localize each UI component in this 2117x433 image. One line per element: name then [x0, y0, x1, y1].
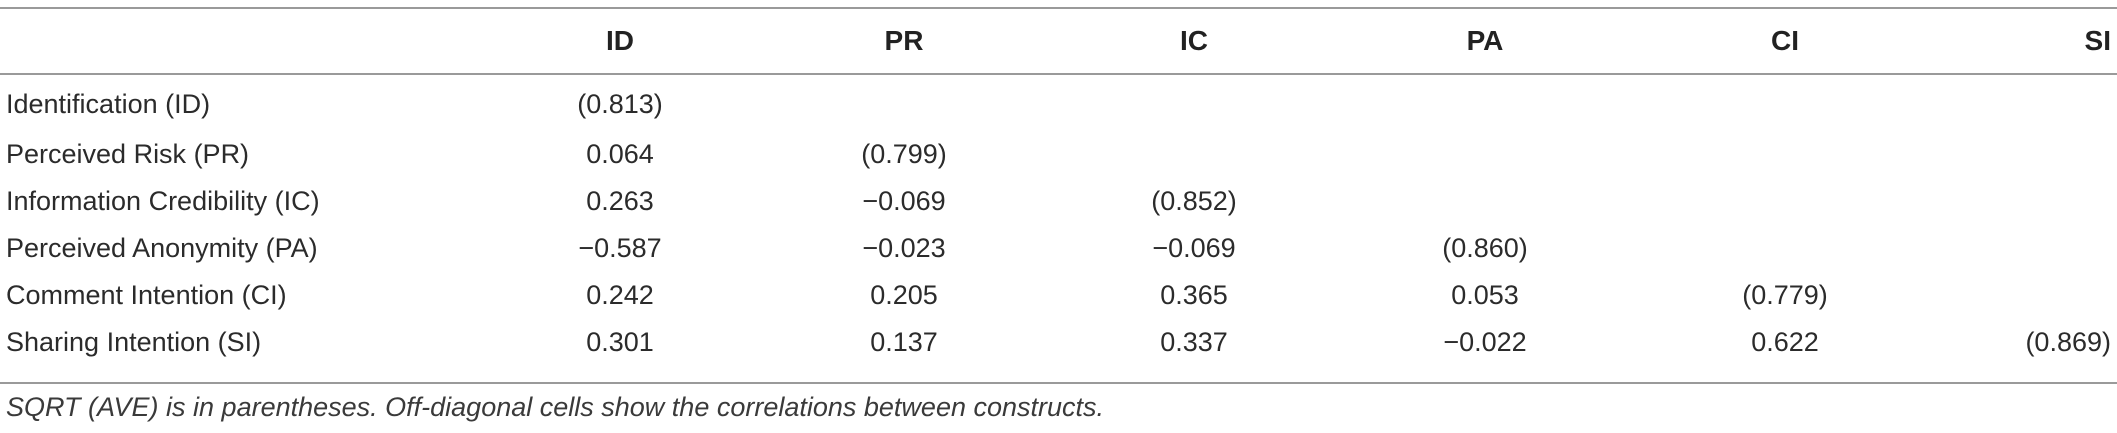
table-cell: −0.069: [862, 186, 946, 216]
correlation-table: ID PR IC PA CI SI Identification (ID) (0…: [0, 9, 2117, 366]
table-row: Perceived Risk (PR) 0.064 (0.799): [0, 131, 2117, 178]
table-cell: 0.337: [1160, 327, 1228, 357]
table-row: Identification (ID) (0.813): [0, 73, 2117, 131]
table-cell: −0.069: [1152, 233, 1236, 263]
table-header-rule: [0, 73, 2117, 75]
row-label: Information Credibility (IC): [6, 186, 320, 216]
table-cell: (0.869): [2025, 327, 2111, 357]
table-row: Comment Intention (CI) 0.242 0.205 0.365…: [0, 272, 2117, 319]
header-cell-pr: PR: [884, 25, 924, 56]
table-cell: 0.263: [586, 186, 654, 216]
table-cell: (0.813): [577, 88, 663, 119]
header-cell-pa: PA: [1466, 25, 1504, 56]
table-cell: [1340, 73, 1630, 131]
row-label: Sharing Intention (SI): [6, 327, 262, 357]
header-cell-si: SI: [2084, 25, 2111, 56]
table-cell: (0.799): [861, 139, 947, 169]
table-footnote: SQRT (AVE) is in parentheses. Off-diagon…: [6, 392, 1105, 422]
table-cell: [1940, 73, 2117, 131]
table-cell: [1048, 131, 1340, 178]
header-cell-id: ID: [606, 25, 634, 56]
table-cell: [1940, 178, 2117, 225]
table-cell: (0.852): [1151, 186, 1237, 216]
table-cell: [1940, 272, 2117, 319]
table-cell: −0.022: [1443, 327, 1527, 357]
table-cell: 0.365: [1160, 280, 1228, 310]
table-cell: 0.301: [586, 327, 654, 357]
table-row: Sharing Intention (SI) 0.301 0.137 0.337…: [0, 319, 2117, 366]
table-cell: [1630, 225, 1940, 272]
table-cell: [1340, 131, 1630, 178]
table-cell: [1940, 225, 2117, 272]
row-label: Perceived Anonymity (PA): [6, 233, 318, 263]
table-cell: [760, 73, 1048, 131]
table-cell: [1630, 178, 1940, 225]
table-cell: [1630, 131, 1940, 178]
table-bottom-rule: [0, 382, 2117, 384]
table-cell: 0.622: [1751, 327, 1819, 357]
table-row: Information Credibility (IC) 0.263 −0.06…: [0, 178, 2117, 225]
table-row: Perceived Anonymity (PA) −0.587 −0.023 −…: [0, 225, 2117, 272]
table-cell: 0.053: [1451, 280, 1519, 310]
table-cell: [1630, 73, 1940, 131]
table-cell: [1048, 73, 1340, 131]
header-cell-label: [0, 9, 480, 73]
table-cell: [1940, 131, 2117, 178]
table-cell: 0.137: [870, 327, 938, 357]
table-cell: 0.064: [586, 139, 654, 169]
table-header-row: ID PR IC PA CI SI: [0, 9, 2117, 73]
table-cell: −0.023: [862, 233, 946, 263]
table-cell: [1340, 178, 1630, 225]
table-cell: 0.242: [586, 280, 654, 310]
header-cell-ci: CI: [1771, 25, 1799, 56]
table-cell: (0.779): [1742, 280, 1828, 310]
row-label: Perceived Risk (PR): [6, 139, 250, 169]
header-cell-ic: IC: [1180, 25, 1208, 56]
table-cell: 0.205: [870, 280, 938, 310]
table-top-rule: [0, 7, 2117, 9]
row-label: Comment Intention (CI): [6, 280, 287, 310]
table-cell: −0.587: [578, 233, 662, 263]
row-label: Identification (ID): [6, 88, 211, 119]
table-cell: (0.860): [1442, 233, 1528, 263]
